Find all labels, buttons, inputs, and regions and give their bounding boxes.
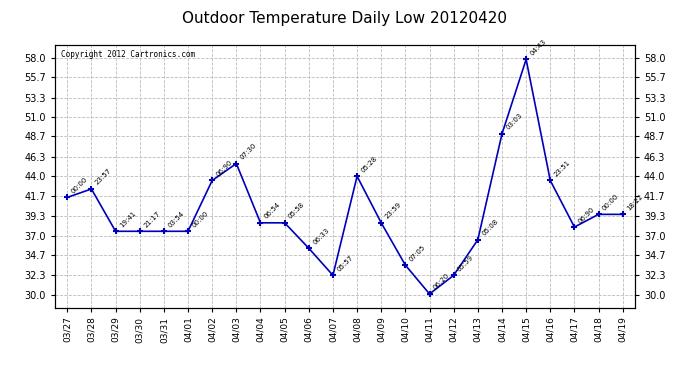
Text: 06:90: 06:90: [578, 206, 596, 224]
Text: 05:08: 05:08: [481, 218, 499, 237]
Text: 23:59: 23:59: [384, 202, 402, 220]
Text: 05:57: 05:57: [336, 254, 354, 273]
Text: 07:30: 07:30: [239, 142, 258, 161]
Text: 00:00: 00:00: [70, 176, 89, 195]
Text: 21:17: 21:17: [143, 210, 161, 228]
Text: 00:00: 00:00: [191, 210, 210, 228]
Text: 06:20: 06:20: [433, 273, 451, 291]
Text: 19:41: 19:41: [119, 210, 137, 228]
Text: Copyright 2012 Cartronics.com: Copyright 2012 Cartronics.com: [61, 50, 195, 59]
Text: 06:54: 06:54: [264, 202, 282, 220]
Text: 00:00: 00:00: [602, 193, 620, 211]
Text: 06:90: 06:90: [215, 159, 234, 178]
Text: 07:05: 07:05: [408, 244, 426, 262]
Text: 23:51: 23:51: [553, 159, 571, 178]
Text: 05:59: 05:59: [457, 254, 475, 273]
Text: Outdoor Temperature Daily Low 20120420: Outdoor Temperature Daily Low 20120420: [182, 11, 508, 26]
Text: 04:43: 04:43: [529, 38, 547, 57]
Text: 06:33: 06:33: [312, 227, 331, 246]
Text: 03:03: 03:03: [505, 112, 524, 131]
Text: 23:57: 23:57: [95, 168, 112, 186]
Text: 05:28: 05:28: [360, 155, 378, 174]
Text: 18:22: 18:22: [626, 193, 644, 211]
Text: 05:58: 05:58: [288, 202, 306, 220]
Text: 03:54: 03:54: [167, 210, 185, 228]
